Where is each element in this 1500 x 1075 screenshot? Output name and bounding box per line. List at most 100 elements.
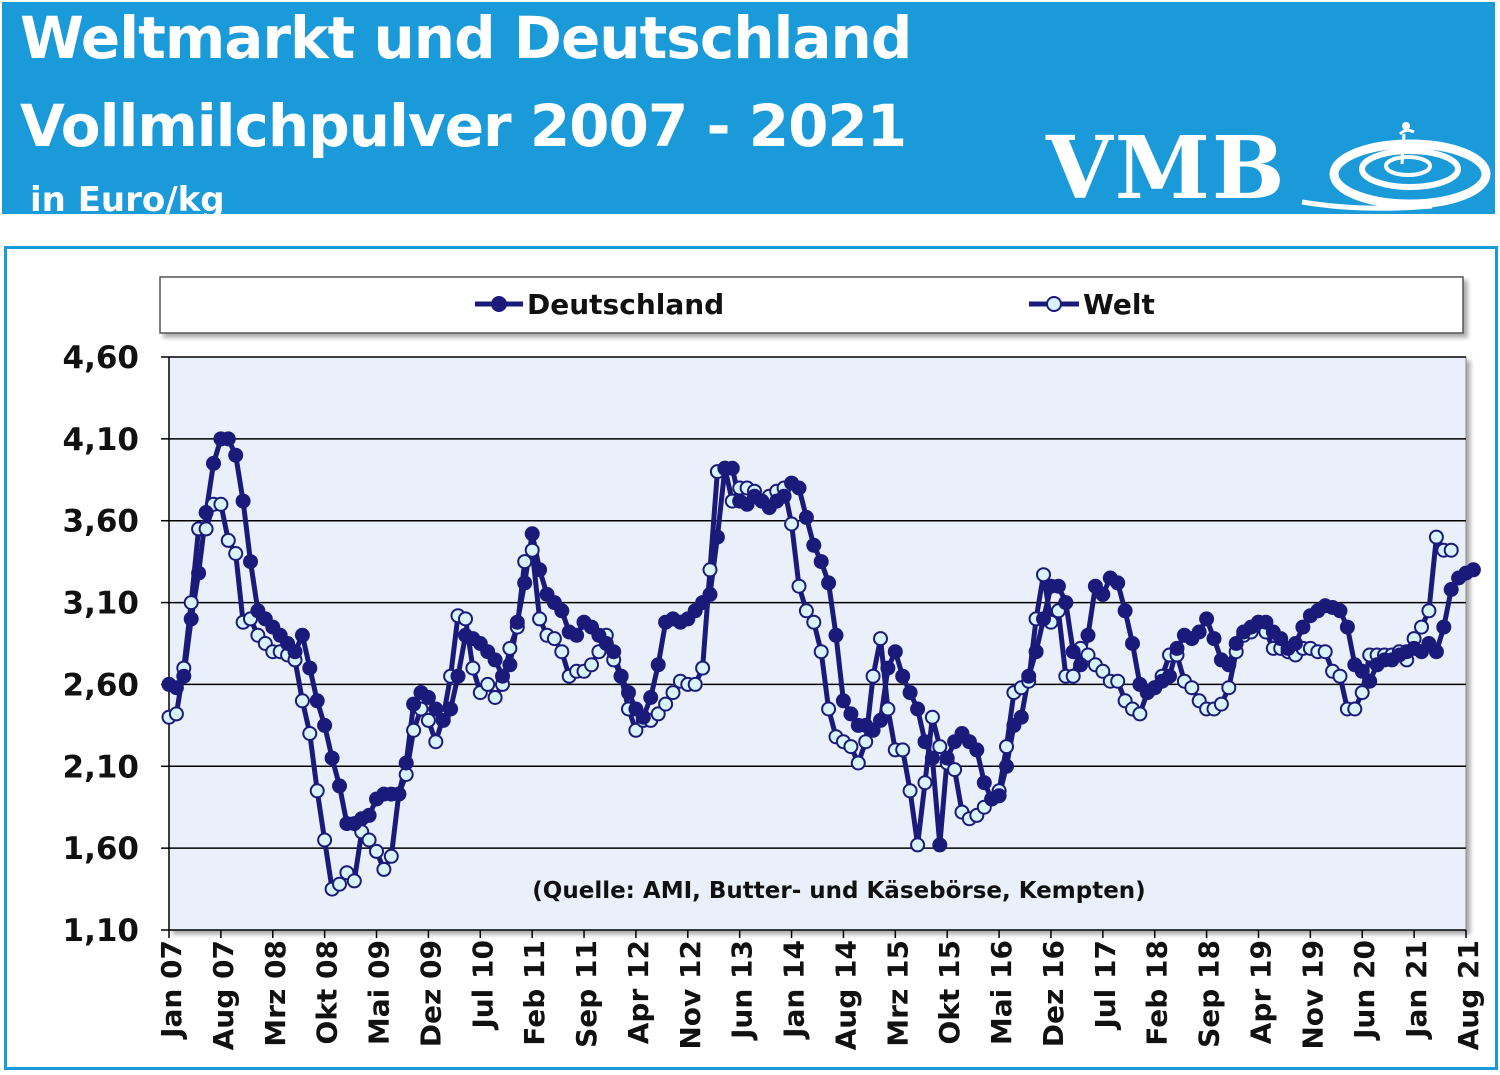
point-welt (346, 873, 362, 889)
point-deutschland (495, 668, 510, 684)
point-deutschland (895, 668, 911, 684)
point-welt (798, 603, 814, 619)
point-welt (213, 496, 229, 512)
point-deutschland (887, 644, 903, 660)
x-tick-label: Jan 14 (778, 940, 811, 1040)
x-tick-label: Mai 09 (363, 940, 396, 1045)
point-deutschland (1162, 668, 1177, 684)
point-welt (584, 657, 599, 673)
point-deutschland (191, 565, 207, 581)
x-tick-label: Mrz 08 (259, 940, 292, 1047)
point-welt (1347, 701, 1363, 717)
point-deutschland (613, 668, 629, 684)
x-tick-label: Jul 17 (1089, 940, 1122, 1031)
point-deutschland (650, 657, 666, 673)
gridlines (169, 356, 1466, 849)
point-welt (220, 532, 236, 548)
point-deutschland (1206, 631, 1222, 647)
x-tick-label: Sep 18 (1193, 940, 1226, 1048)
point-welt (420, 712, 436, 728)
point-deutschland (1191, 624, 1207, 640)
point-welt (999, 739, 1014, 755)
unit-label: in Euro/kg (30, 180, 225, 214)
line-chart: Deutschland Welt 4,60 4,10 3,60 3,10 2,60 2,1… (63, 276, 1485, 1050)
point-deutschland (450, 668, 466, 684)
point-welt (480, 676, 496, 692)
point-welt (665, 685, 681, 701)
point-welt (361, 832, 377, 848)
point-welt (183, 595, 199, 611)
point-deutschland (524, 526, 540, 542)
point-welt (865, 668, 881, 684)
point-deutschland (932, 837, 948, 853)
x-tick-label: Dez 16 (1037, 940, 1070, 1047)
point-deutschland (176, 668, 192, 684)
point-deutschland (198, 505, 214, 520)
point-welt (332, 876, 347, 892)
x-tick-label: Okt 15 (933, 940, 966, 1045)
y-tick-label: 4,10 (63, 422, 140, 458)
point-welt (532, 611, 548, 627)
point-deutschland (228, 447, 244, 463)
x-tick-label: Jun 20 (1348, 940, 1381, 1041)
point-deutschland (791, 480, 807, 496)
point-welt (554, 644, 570, 660)
point-deutschland (1095, 586, 1111, 602)
point-deutschland (643, 690, 659, 705)
x-tick-label: Nov 19 (1296, 940, 1329, 1050)
point-welt (369, 843, 384, 859)
x-tick-label: Apr 12 (622, 940, 655, 1044)
point-welt (1184, 680, 1200, 696)
point-welt (524, 542, 540, 558)
point-deutschland (206, 455, 221, 471)
point-welt (517, 554, 533, 570)
point-deutschland (1465, 562, 1481, 578)
point-deutschland (1125, 636, 1140, 651)
y-tick-label: 3,10 (63, 586, 140, 622)
point-deutschland (1228, 636, 1244, 651)
logo-swirl-icon (1301, 122, 1491, 211)
x-tick-label: Feb 18 (1141, 940, 1174, 1046)
point-deutschland (435, 712, 451, 728)
point-deutschland (406, 696, 422, 712)
point-deutschland (324, 750, 340, 766)
point-welt (1213, 696, 1229, 712)
y-tick-label: 1,10 (63, 913, 140, 949)
point-deutschland (1036, 611, 1051, 627)
point-deutschland (428, 701, 444, 717)
point-deutschland (509, 614, 525, 630)
point-welt (895, 742, 911, 758)
point-deutschland (873, 712, 888, 728)
point-welt (628, 722, 644, 738)
point-deutschland (1436, 619, 1452, 635)
point-deutschland (302, 660, 318, 676)
point-deutschland (294, 627, 310, 643)
point-deutschland (183, 611, 199, 627)
point-deutschland (828, 627, 844, 643)
point-deutschland (843, 706, 859, 722)
legend-item-welt: Welt (1029, 288, 1155, 321)
x-tick-label: Mrz 15 (881, 940, 914, 1047)
point-welt (228, 546, 244, 561)
point-welt (465, 660, 481, 676)
point-deutschland (1221, 657, 1237, 673)
point-welt (376, 861, 392, 877)
point-deutschland (235, 493, 251, 509)
y-tick-label: 4,60 (63, 340, 140, 376)
point-welt (294, 693, 310, 709)
legend-label-deutschland: Deutschland (527, 288, 724, 321)
point-deutschland (1354, 663, 1370, 679)
legend-label-welt: Welt (1083, 288, 1155, 321)
point-welt (1110, 673, 1126, 689)
point-welt (702, 562, 718, 578)
source-annotation: (Quelle: AMI, Butter- und Käsebörse, Kem… (532, 878, 1145, 904)
x-tick-label: Aug 07 (207, 940, 240, 1050)
point-welt (406, 722, 422, 738)
x-tick-label: Jan 07 (155, 940, 188, 1040)
point-deutschland (502, 657, 518, 673)
x-tick-label: Mai 16 (985, 940, 1018, 1045)
point-deutschland (532, 562, 548, 578)
point-welt (317, 832, 333, 848)
point-deutschland (554, 603, 570, 619)
point-welt (880, 701, 896, 717)
